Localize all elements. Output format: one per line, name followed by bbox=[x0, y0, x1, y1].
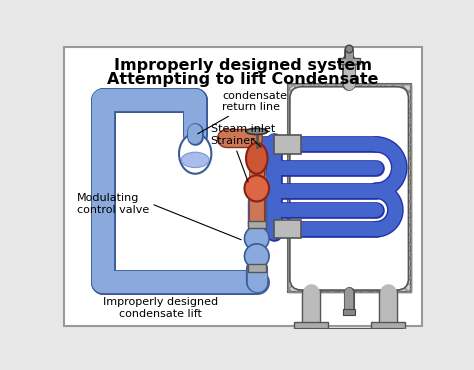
Bar bbox=[294, 322, 328, 329]
Bar bbox=[343, 309, 356, 316]
FancyBboxPatch shape bbox=[290, 87, 409, 290]
Ellipse shape bbox=[246, 143, 267, 174]
Bar bbox=[338, 58, 360, 64]
Bar bbox=[247, 264, 266, 272]
Text: Improperly designed
condensate lift: Improperly designed condensate lift bbox=[103, 297, 218, 319]
Text: Attempting to lift Condensate: Attempting to lift Condensate bbox=[107, 71, 379, 87]
Bar bbox=[288, 84, 411, 292]
Bar bbox=[371, 322, 405, 329]
Bar bbox=[273, 135, 301, 154]
Bar bbox=[247, 221, 266, 228]
Text: Strainer: Strainer bbox=[210, 136, 255, 182]
Ellipse shape bbox=[246, 128, 267, 134]
Circle shape bbox=[245, 226, 269, 251]
Ellipse shape bbox=[182, 152, 209, 168]
Circle shape bbox=[245, 244, 269, 269]
Ellipse shape bbox=[179, 134, 211, 174]
Ellipse shape bbox=[245, 175, 269, 202]
Text: condensate
return line: condensate return line bbox=[198, 91, 287, 134]
Text: Modulating
control valve: Modulating control valve bbox=[77, 193, 150, 215]
Circle shape bbox=[346, 45, 353, 53]
Bar bbox=[273, 220, 301, 238]
Bar bbox=[288, 84, 411, 292]
Bar bbox=[288, 84, 411, 292]
Text: Improperly designed system: Improperly designed system bbox=[114, 58, 372, 74]
Bar bbox=[295, 328, 403, 332]
Text: Steam inlet: Steam inlet bbox=[210, 124, 275, 147]
